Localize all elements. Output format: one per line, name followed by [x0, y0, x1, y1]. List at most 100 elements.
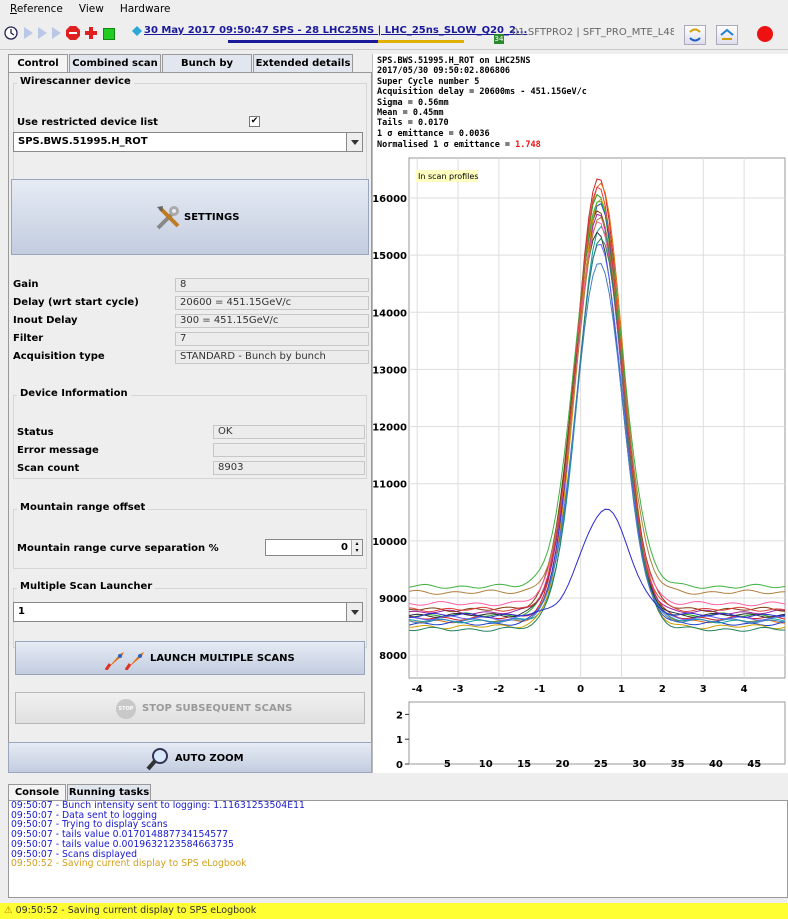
- user-label[interactable]: 01 SFTPRO2 | SFT_PRO_MTE_L483...: [512, 27, 674, 38]
- profile-line: [408, 263, 786, 624]
- menu-reference[interactable]: Reference: [10, 3, 63, 15]
- stop-icon: STOP: [116, 699, 136, 719]
- x-tick-label: 1: [618, 684, 625, 695]
- param-label: Acquisition type: [13, 351, 105, 362]
- error-message-value: [213, 443, 365, 457]
- profile-line: [408, 200, 786, 589]
- scan-count-select-value: 1: [18, 606, 25, 617]
- param-label: Filter: [13, 333, 44, 344]
- param-label: Gain: [13, 279, 39, 290]
- info-norm-emittance: Normalised 1 σ emittance = 1.748: [377, 140, 541, 150]
- info-device: SPS.BWS.51995.H_ROT on LHC25NS: [377, 56, 531, 66]
- x-tick-label: -2: [493, 684, 504, 695]
- lower-y-tick-label: 2: [396, 710, 403, 721]
- device-info-label: Error message: [17, 445, 99, 456]
- auto-zoom-button[interactable]: AUTO ZOOM: [8, 742, 372, 773]
- tab-combined-scan[interactable]: Combined scan: [69, 54, 161, 72]
- record-icon[interactable]: [757, 26, 773, 42]
- tab-extended-details[interactable]: Extended details: [253, 54, 353, 72]
- info-sigma: Sigma = 0.56mm: [377, 98, 449, 108]
- chevron-down-icon: [346, 603, 362, 621]
- scan-count-select[interactable]: 1: [13, 602, 363, 622]
- tab-running-tasks[interactable]: Running tasks: [67, 784, 151, 800]
- launcher-group-title: Multiple Scan Launcher: [17, 581, 156, 592]
- tab-console[interactable]: Console: [8, 784, 66, 800]
- add-icon[interactable]: [84, 26, 98, 40]
- progress-bar-blue: [228, 40, 378, 43]
- y-tick-label: 8000: [379, 651, 407, 662]
- stop-icon[interactable]: [66, 26, 80, 40]
- lower-x-tick-label: 10: [479, 759, 493, 768]
- diamond-icon: [132, 26, 142, 36]
- param-delay-value: 20600 = 451.15GeV/c: [175, 296, 369, 310]
- menu-view[interactable]: View: [78, 3, 104, 15]
- profile-chart[interactable]: -4 -3 -2 -1 0 1 2 3 4800090001000011000120001300…: [373, 154, 788, 768]
- profile-line: [408, 186, 786, 613]
- tab-bunch-by-bunch[interactable]: Bunch by Bunch: [162, 54, 252, 86]
- device-select[interactable]: SPS.BWS.51995.H_ROT: [13, 132, 363, 152]
- lower-plot-area: [408, 701, 786, 765]
- swap-icon: [689, 28, 701, 42]
- wirescanner-group-title: Wirescanner device: [17, 76, 134, 87]
- clock-icon[interactable]: [4, 26, 18, 40]
- restricted-list-checkbox[interactable]: ✔: [249, 116, 260, 127]
- console-line: 09:50:07 - Scans displayed: [11, 848, 138, 860]
- param-filter-value: 7: [175, 332, 369, 346]
- param-gain-value: 8: [175, 278, 369, 292]
- chevron-down-icon: [346, 133, 362, 151]
- cycle-count-badge: 34: [494, 34, 504, 44]
- mountain-separation-spinner[interactable]: 0 ▴ ▾: [265, 539, 363, 556]
- launch-multiple-scans-button[interactable]: LAUNCH MULTIPLE SCANS: [15, 641, 365, 675]
- lower-x-tick-label: 40: [709, 759, 723, 768]
- tab-control[interactable]: Control: [8, 54, 68, 73]
- play-icon[interactable]: [24, 27, 33, 39]
- stop-subsequent-scans-button[interactable]: STOP STOP SUBSEQUENT SCANS: [15, 692, 365, 724]
- info-supercycle: Super Cycle number 5: [377, 77, 480, 87]
- param-acquisition-type-value: STANDARD - Bunch by bunch: [175, 350, 369, 364]
- info-mean: Mean = 0.45mm: [377, 108, 444, 118]
- y-tick-label: 10000: [373, 537, 407, 548]
- status-text: 09:50:52 - Saving current display to SPS…: [15, 905, 257, 916]
- green-square-icon[interactable]: [103, 28, 115, 40]
- settings-button-label: SETTINGS: [184, 212, 240, 223]
- step-icon[interactable]: [38, 27, 47, 39]
- device-info-title: Device Information: [17, 388, 131, 399]
- console-area: Console Running tasks 09:50:07 - Bunch i…: [0, 779, 788, 901]
- tab-body: Wirescanner device Use restricted device…: [8, 72, 372, 772]
- x-tick-label: 3: [700, 684, 707, 695]
- spinner-arrows-icon[interactable]: ▴ ▾: [351, 540, 362, 555]
- mountain-separation-value: 0: [341, 542, 348, 553]
- scan-display-panel: SPS.BWS.51995.H_ROT on LHC25NS 2017/05/3…: [372, 54, 788, 773]
- x-tick-label: -1: [534, 684, 545, 695]
- info-emittance: 1 σ emittance = 0.0036: [377, 129, 490, 139]
- sync-button[interactable]: [716, 25, 738, 45]
- restricted-list-label: Use restricted device list: [17, 117, 158, 128]
- x-tick-label: 0: [577, 684, 584, 695]
- lower-x-tick-label: 5: [444, 759, 451, 768]
- info-timestamp: 2017/05/30 09:50:02.806806: [377, 66, 511, 76]
- y-tick-label: 15000: [373, 251, 407, 262]
- settings-button[interactable]: SETTINGS: [11, 179, 369, 255]
- toolbar: 30 May 2017 09:50:47 SPS - 28 LHC25NS | …: [0, 20, 788, 50]
- swap-button[interactable]: [684, 25, 706, 45]
- magnifier-icon: [146, 748, 168, 771]
- device-info-group: [13, 395, 367, 479]
- status-bar: ⚠ 09:50:52 - Saving current display to S…: [0, 903, 788, 919]
- param-label: Delay (wrt start cycle): [13, 297, 139, 308]
- y-tick-label: 9000: [379, 594, 407, 605]
- profile-line: [408, 237, 786, 632]
- x-tick-label: 4: [741, 684, 748, 695]
- scan-count-value: 8903: [213, 461, 365, 475]
- mountain-group: [13, 509, 367, 569]
- pause-icon[interactable]: [52, 27, 61, 39]
- sync-icon: [720, 28, 734, 40]
- menu-hardware[interactable]: Hardware: [119, 3, 171, 15]
- console-line: 09:50:07 - Bunch intensity sent to loggi…: [11, 800, 305, 811]
- lower-x-tick-label: 20: [556, 759, 570, 768]
- device-info-label: Scan count: [17, 463, 80, 474]
- x-tick-label: -4: [412, 684, 423, 695]
- profile-line: [408, 216, 786, 595]
- param-label: Inout Delay: [13, 315, 78, 326]
- timestamp-link[interactable]: 30 May 2017 09:50:47 SPS - 28 LHC25NS | …: [144, 25, 528, 36]
- x-tick-label: -3: [452, 684, 463, 695]
